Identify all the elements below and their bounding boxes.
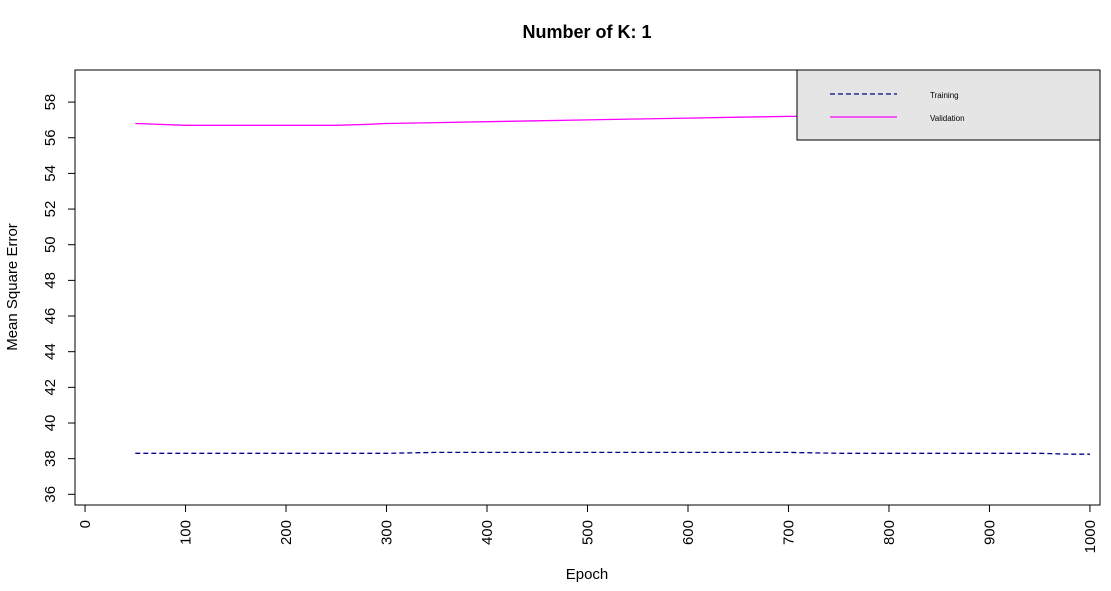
x-axis-label: Epoch	[566, 566, 609, 583]
legend-box	[796, 69, 1101, 141]
x-tick-label: 300	[379, 520, 396, 545]
y-tick-label: 38	[42, 450, 59, 467]
series-layer	[135, 115, 1090, 455]
y-tick-label: 42	[42, 379, 59, 396]
y-tick-label: 36	[42, 486, 59, 503]
y-tick-label: 56	[42, 129, 59, 146]
y-tick-label: 46	[42, 308, 59, 325]
x-tick-label: 400	[479, 520, 496, 545]
y-tick-label: 44	[42, 343, 59, 360]
legend-validation-label: Validation	[930, 114, 965, 123]
legend: Training Validation	[796, 69, 1101, 141]
x-tick-label: 1000	[1082, 520, 1099, 553]
series-line-training	[135, 451, 1090, 455]
y-tick-label: 58	[42, 94, 59, 111]
y-tick-label: 40	[42, 415, 59, 432]
series-line-validation	[135, 115, 809, 126]
x-tick-label: 0	[77, 520, 94, 528]
y-tick-label: 48	[42, 272, 59, 289]
x-axis: 0 100 200 300 400 500 600 700 800 900 1000	[77, 504, 1099, 553]
y-tick-label: 52	[42, 201, 59, 218]
x-tick-label: 200	[278, 520, 295, 545]
x-tick-label: 100	[178, 520, 195, 545]
y-tick-label: 54	[42, 165, 59, 182]
x-tick-label: 600	[680, 520, 697, 545]
y-axis-label: Mean Square Error	[4, 223, 21, 351]
x-tick-label: 800	[881, 520, 898, 545]
x-tick-label: 900	[981, 520, 998, 545]
x-tick-label: 500	[580, 520, 597, 545]
y-tick-label: 50	[42, 236, 59, 253]
y-axis: 36 38 40 42 44 46 48 50 52 54 56 58	[42, 94, 76, 503]
legend-training-label: Training	[930, 91, 959, 100]
x-tick-label: 700	[780, 520, 797, 545]
chart-title: Number of K: 1	[522, 22, 651, 42]
